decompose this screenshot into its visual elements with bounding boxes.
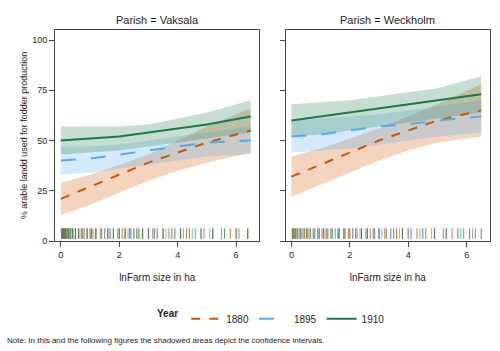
svg-text:75: 75	[37, 85, 47, 95]
svg-text:25: 25	[37, 186, 47, 196]
svg-text:6: 6	[234, 250, 239, 260]
svg-text:6: 6	[464, 250, 469, 260]
svg-text:50: 50	[37, 136, 47, 146]
svg-text:Parish = Vaksala: Parish = Vaksala	[116, 14, 199, 26]
svg-text:Year: Year	[157, 308, 178, 319]
svg-text:4: 4	[175, 250, 180, 260]
svg-text:lnFarm size in ha: lnFarm size in ha	[119, 272, 196, 283]
svg-text:0: 0	[289, 250, 294, 260]
svg-text:4: 4	[406, 250, 411, 260]
svg-text:100: 100	[32, 35, 47, 45]
svg-text:lnFarm size in ha: lnFarm size in ha	[350, 272, 427, 283]
svg-text:% arable landd used for fodder: % arable landd used for fodder productio…	[19, 52, 29, 220]
svg-text:2: 2	[117, 250, 122, 260]
svg-text:1880: 1880	[226, 314, 249, 325]
svg-text:Parish = Weckholm: Parish = Weckholm	[340, 14, 435, 26]
svg-text:Note: In this and the followin: Note: In this and the following figures …	[7, 336, 325, 345]
svg-text:1895: 1895	[294, 314, 317, 325]
svg-text:0: 0	[42, 236, 47, 246]
svg-text:1910: 1910	[362, 314, 385, 325]
svg-text:0: 0	[58, 250, 63, 260]
svg-text:2: 2	[347, 250, 352, 260]
